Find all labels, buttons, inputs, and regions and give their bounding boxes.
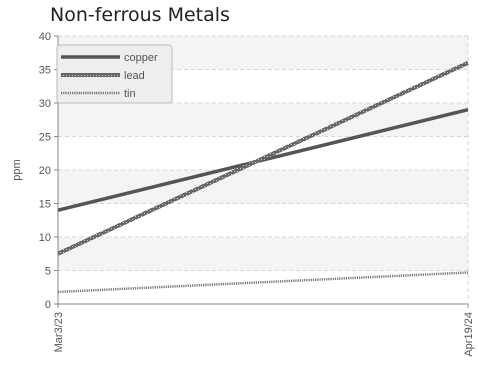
legend-label-copper: copper: [124, 52, 158, 64]
x-tick-label: Apr19/24: [463, 312, 475, 357]
y-tick-label: 5: [45, 266, 51, 278]
grid-band: [58, 170, 468, 204]
x-tick-label: Mar3/23: [53, 312, 65, 352]
y-tick-label: 25: [39, 132, 51, 144]
y-tick-label: 10: [39, 232, 51, 244]
y-tick-label: 30: [39, 98, 51, 110]
series-line-tin: [57, 271, 469, 294]
y-tick-label: 35: [39, 65, 51, 77]
y-axis-label: ppm: [11, 159, 23, 180]
legend-label-tin: tin: [124, 88, 136, 100]
legend-label-lead: lead: [124, 70, 145, 82]
y-tick-label: 15: [39, 199, 51, 211]
y-tick-label: 20: [39, 165, 51, 177]
grid-band: [58, 103, 468, 137]
y-tick-label: 40: [39, 31, 51, 43]
grid-band: [58, 237, 468, 271]
chart-title: Non-ferrous Metals: [50, 4, 230, 26]
series-line-lead: [57, 60, 469, 256]
y-tick-label: 0: [45, 299, 51, 311]
